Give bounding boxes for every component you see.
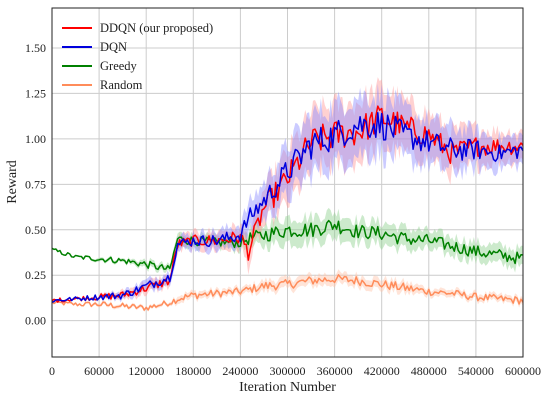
y-tick-label: 0.25 xyxy=(25,268,46,282)
x-tick-label: 480000 xyxy=(411,364,447,378)
x-tick-label: 120000 xyxy=(128,364,164,378)
legend-label-0: DDQN (our proposed) xyxy=(100,21,213,35)
y-tick-labels: 0.00 0.25 0.50 0.75 1.00 1.25 1.50 xyxy=(25,41,46,328)
plot-frame xyxy=(51,7,524,358)
series-line-0 xyxy=(51,105,524,303)
band-0 xyxy=(52,77,523,303)
x-tick-label: 240000 xyxy=(222,364,258,378)
x-tick-labels: 0 60000 120000 180000 240000 300000 360000 4200… xyxy=(49,364,541,378)
series-line-2 xyxy=(51,219,524,271)
legend: DDQN (our proposed) DQN Greedy Random xyxy=(62,21,213,92)
x-tick-label: 600000 xyxy=(505,364,541,378)
band-1 xyxy=(52,83,523,303)
legend-label-2: Greedy xyxy=(100,59,138,73)
legend-label-1: DQN xyxy=(100,40,127,54)
x-tick-label: 180000 xyxy=(175,364,211,378)
y-tick-label: 0.00 xyxy=(25,314,46,328)
x-axis-label: Iteration Number xyxy=(239,380,336,395)
x-tick-label: 60000 xyxy=(84,364,114,378)
y-tick-label: 1.00 xyxy=(25,132,46,146)
series-line-1 xyxy=(51,111,524,303)
y-tick-label: 1.25 xyxy=(25,86,46,100)
y-axis-label: Reward xyxy=(5,160,20,204)
y-tick-label: 0.50 xyxy=(25,223,46,237)
y-tick-label: 1.50 xyxy=(25,41,46,55)
x-tick-label: 300000 xyxy=(270,364,306,378)
series-line-3 xyxy=(51,274,524,311)
series-lines xyxy=(51,105,524,311)
band-2 xyxy=(52,207,523,273)
x-tick-label: 360000 xyxy=(317,364,353,378)
x-tick-label: 0 xyxy=(49,364,55,378)
legend-label-3: Random xyxy=(100,78,143,92)
x-tick-label: 420000 xyxy=(364,364,400,378)
y-tick-label: 0.75 xyxy=(25,177,46,191)
x-tick-label: 540000 xyxy=(458,364,494,378)
